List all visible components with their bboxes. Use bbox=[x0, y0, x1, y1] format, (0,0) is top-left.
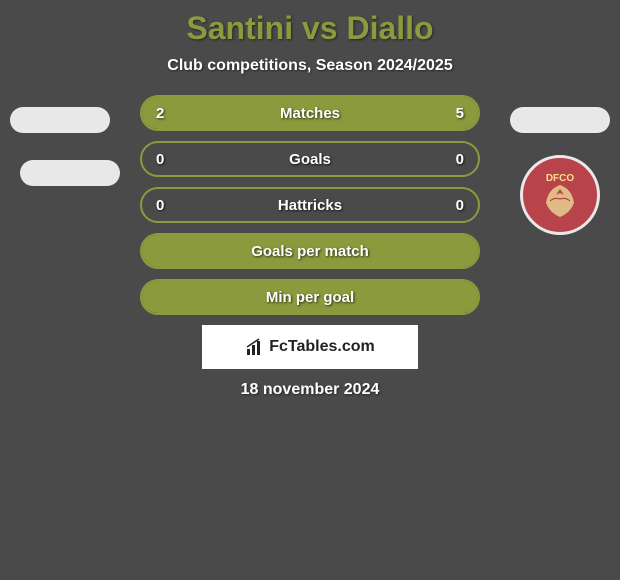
player-left-badge bbox=[10, 107, 110, 133]
svg-text:DFCO: DFCO bbox=[546, 173, 575, 184]
page-title: Santini vs Diallo bbox=[0, 0, 620, 57]
stat-row: 00Hattricks bbox=[140, 187, 480, 223]
chart-icon bbox=[245, 337, 265, 357]
page-subtitle: Club competitions, Season 2024/2025 bbox=[0, 57, 620, 95]
stat-row: 25Matches bbox=[140, 95, 480, 131]
stat-row: Goals per match bbox=[140, 233, 480, 269]
watermark: FcTables.com bbox=[202, 325, 418, 369]
stat-label: Min per goal bbox=[142, 289, 478, 306]
watermark-text: FcTables.com bbox=[269, 338, 375, 356]
stat-row: 00Goals bbox=[140, 141, 480, 177]
content-area: DFCO 25Matches 00Goals 00Hattricks Goals pe… bbox=[0, 95, 620, 399]
stat-label: Matches bbox=[142, 105, 478, 122]
stat-label: Hattricks bbox=[142, 197, 478, 214]
player-right-badge bbox=[510, 107, 610, 133]
date-text: 18 november 2024 bbox=[0, 381, 620, 399]
club-left-badge bbox=[20, 160, 120, 186]
stat-label: Goals bbox=[142, 151, 478, 168]
club-right-badge: DFCO bbox=[520, 155, 600, 235]
club-right-crest-icon: DFCO bbox=[530, 165, 590, 225]
stat-label: Goals per match bbox=[142, 243, 478, 260]
stat-row: Min per goal bbox=[140, 279, 480, 315]
stats-container: 25Matches 00Goals 00Hattricks Goals per mat… bbox=[140, 95, 480, 315]
